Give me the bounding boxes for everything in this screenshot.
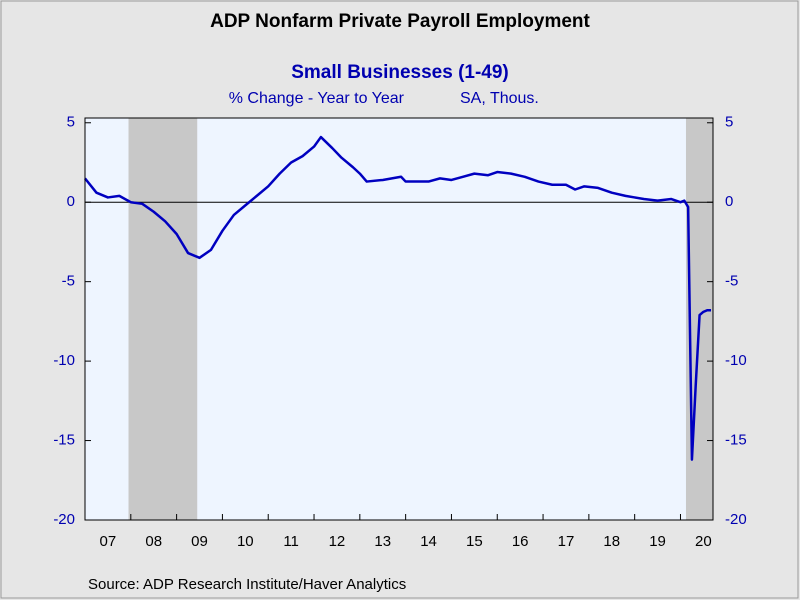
x-tick-label: 14: [420, 533, 437, 550]
y2-tick-label: 0: [725, 193, 733, 210]
x-tick-label: 16: [512, 533, 529, 550]
x-tick-label: 18: [603, 533, 620, 550]
y-tick-label: -10: [53, 352, 75, 369]
x-tick-label: 11: [283, 533, 299, 550]
units-right: SA, Thous.: [460, 90, 539, 107]
x-tick-label: 15: [466, 533, 483, 550]
units-left: % Change - Year to Year: [229, 90, 405, 107]
x-tick-label: 09: [191, 533, 208, 550]
x-tick-label: 20: [695, 533, 712, 550]
y-tick-label: -15: [53, 432, 75, 449]
recession-shading: [128, 118, 198, 520]
x-tick-label: 08: [145, 533, 162, 550]
x-tick-label: 07: [100, 533, 117, 550]
y2-tick-label: -10: [725, 352, 747, 369]
series-line: [84, 135, 712, 461]
y2-tick-label: 5: [725, 114, 733, 131]
y2-tick-label: -5: [725, 273, 738, 290]
y-tick-label: -5: [62, 273, 75, 290]
chart-subtitle: Small Businesses (1-49): [291, 62, 509, 83]
plot-border: [84, 117, 714, 521]
x-tick-label: 12: [329, 533, 346, 550]
y2-tick-label: -15: [725, 432, 747, 449]
chart-title: ADP Nonfarm Private Payroll Employment: [210, 11, 590, 32]
x-tick-label: 13: [374, 533, 391, 550]
y-tick-label: 0: [67, 193, 75, 210]
x-tick-label: 10: [237, 533, 254, 550]
y-tick-label: -20: [53, 511, 75, 528]
plot: 5 0 -5 -10 -15 -20 5 0 -5 -10 -15 -20 07 08 09 10 11 12 13…: [53, 114, 746, 550]
x-tick-label: 17: [558, 533, 575, 550]
y-tick-label: 5: [67, 114, 75, 131]
y2-tick-label: -20: [725, 511, 747, 528]
source: Source: ADP Research Institute/Haver Ana…: [88, 576, 406, 593]
x-tick-label: 19: [649, 533, 666, 550]
